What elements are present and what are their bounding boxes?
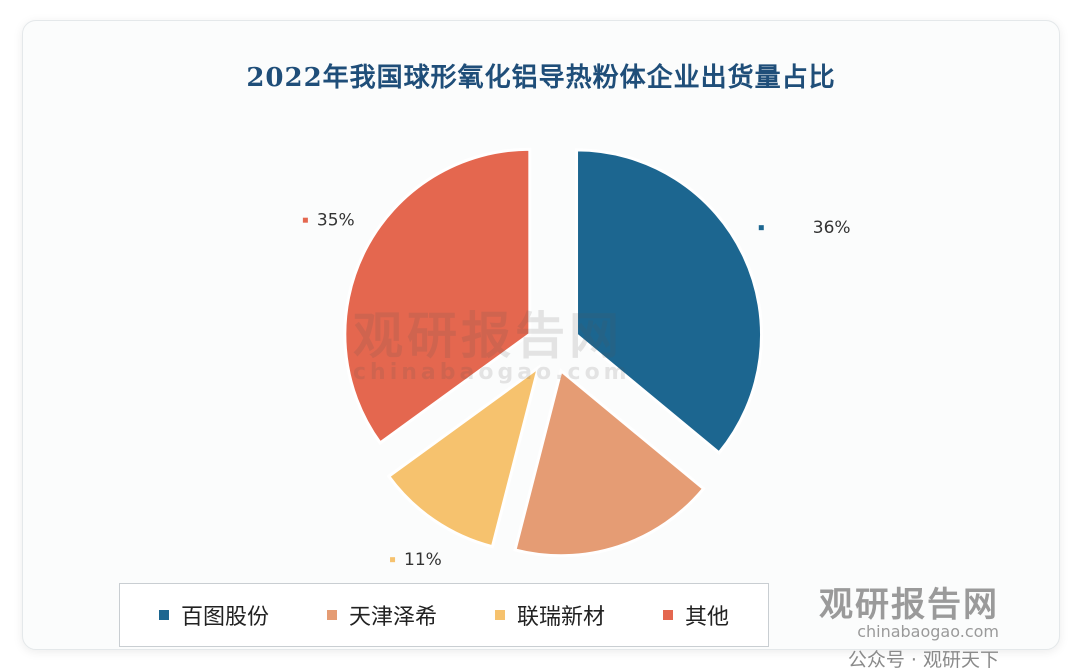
legend-label-3: 其他 <box>684 605 729 630</box>
chart-card: 2022年我国球形氧化铝导热粉体企业出货量占比 36%18%11%35% 观研报… <box>22 20 1060 671</box>
legend-swatch-1 <box>326 610 337 620</box>
legend-label-2: 联瑞新材 <box>516 605 605 630</box>
legend-item-2: 联瑞新材 <box>494 599 605 631</box>
legend-item-1: 天津泽希 <box>326 599 437 631</box>
legend-item-0: 百图股份 <box>158 599 269 631</box>
corner-brand-cn: 观研报告网 <box>819 585 999 625</box>
corner-brand-en: chinabaogao.com <box>857 622 999 641</box>
legend-swatch-0 <box>158 610 169 620</box>
data-label-3: 35% <box>317 211 355 231</box>
data-label-marker-3 <box>302 217 308 223</box>
pie-slice-1 <box>513 368 706 558</box>
corner-watermark: 观研报告网 chinabaogao.com 公众号 · 观研天下 <box>819 577 999 672</box>
data-label-2: 11% <box>404 550 442 570</box>
legend-label-0: 百图股份 <box>180 605 269 630</box>
chart-legend: 百图股份 天津泽希 联瑞新材 其他 <box>119 583 769 647</box>
pie-slice-3 <box>343 147 532 446</box>
center-watermark: 观研报告网 chinabaogao.com <box>353 296 631 385</box>
legend-label-1: 天津泽希 <box>348 605 437 630</box>
data-label-marker-0 <box>758 225 764 231</box>
legend-item-3: 其他 <box>662 599 729 631</box>
watermark-brand-en: chinabaogao.com <box>353 360 631 385</box>
pie-slice-0 <box>575 148 763 455</box>
corner-wechat-label: 公众号 · 观研天下 <box>847 649 999 671</box>
pie-chart: 36%18%11%35% <box>302 147 851 570</box>
legend-swatch-3 <box>662 610 673 620</box>
legend-swatch-2 <box>494 610 505 620</box>
data-label-0: 36% <box>813 218 851 238</box>
watermark-brand-cn: 观研报告网 <box>353 307 623 365</box>
pie-slice-2 <box>386 363 541 549</box>
chart-title: 2022年我国球形氧化铝导热粉体企业出货量占比 <box>246 63 836 93</box>
data-label-marker-2 <box>390 557 396 563</box>
